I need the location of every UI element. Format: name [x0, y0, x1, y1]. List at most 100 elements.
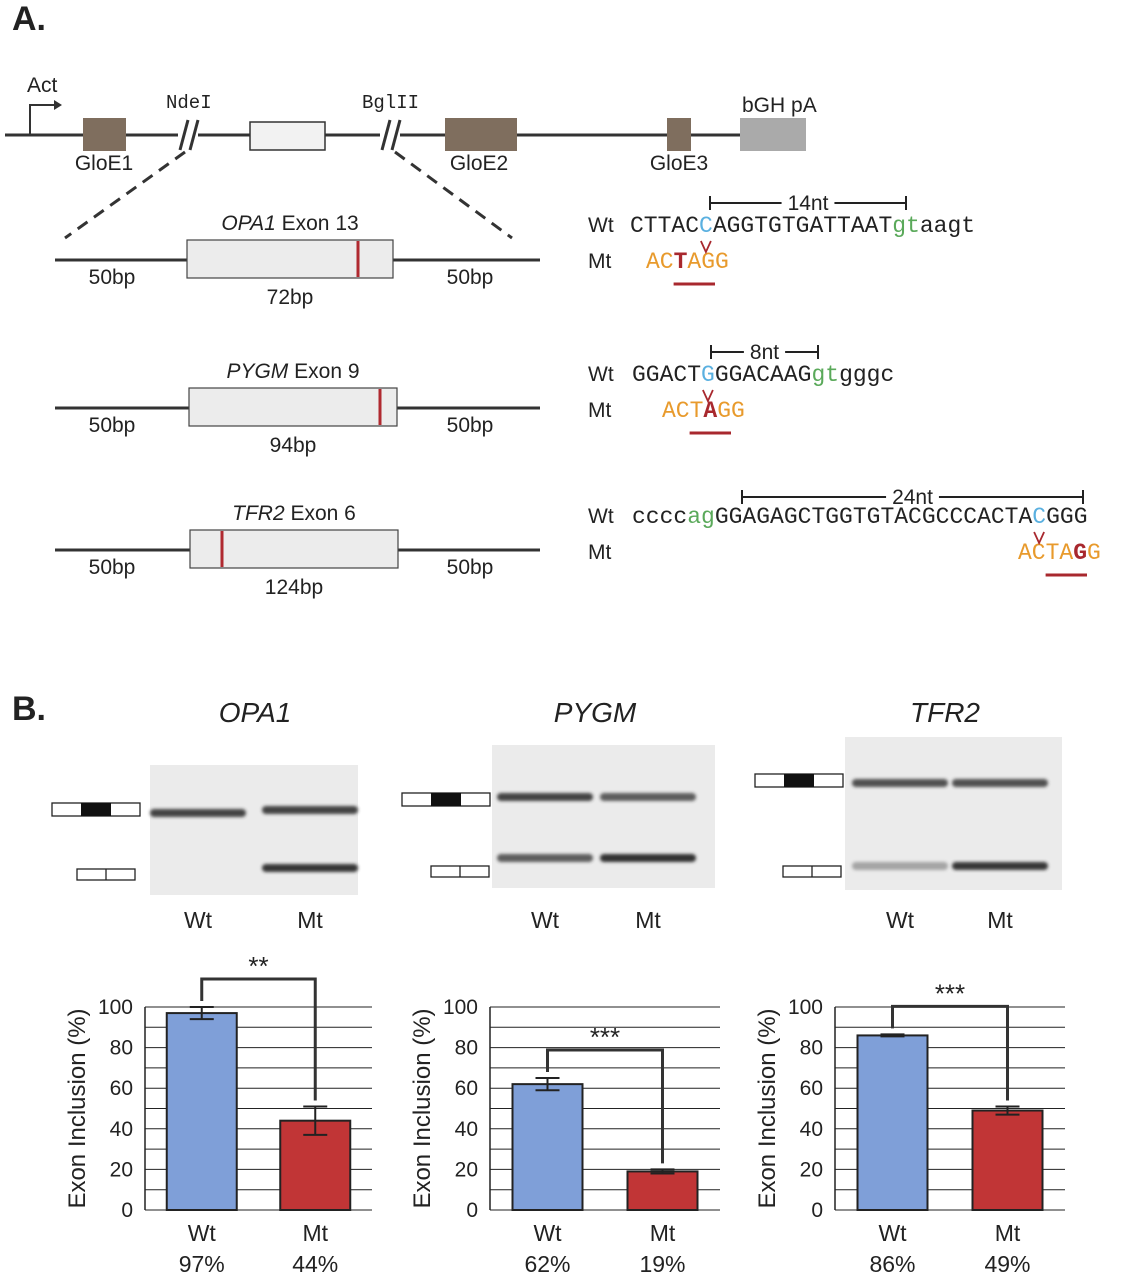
exon-title: TFR2 Exon 6 — [232, 502, 356, 525]
sequence-segment: ag — [687, 504, 715, 530]
isoform-exon — [431, 793, 461, 806]
x-tick-label: Wt — [188, 1220, 217, 1246]
sequence-segment: aagt — [920, 213, 975, 239]
distance-label: 24nt — [892, 486, 933, 509]
flank-length: 50bp — [89, 266, 136, 289]
gel-lane-label: Mt — [987, 907, 1013, 933]
gel-band — [497, 854, 593, 862]
exon-length: 94bp — [270, 434, 317, 457]
mt-label: Mt — [588, 399, 611, 422]
x-tick-label: Mt — [302, 1220, 328, 1246]
gene-name: PYGM — [226, 360, 288, 383]
sequence-segment: ACT — [662, 398, 703, 424]
sequence-segment: G — [1087, 540, 1101, 566]
sequence-segment: AGG — [687, 249, 728, 275]
significance-bracket — [891, 1004, 1009, 1101]
gel-lane-label: Mt — [635, 907, 661, 933]
value-label: 86% — [869, 1251, 915, 1277]
y-tick-label: 20 — [110, 1158, 133, 1181]
panel-label: A. — [12, 0, 46, 38]
sequence-segment: A — [703, 398, 717, 424]
gel-image — [150, 765, 358, 895]
mt-sequence: ACTAGG — [646, 249, 729, 275]
y-axis-label: Exon Inclusion (%) — [409, 1008, 436, 1208]
value-label: 44% — [292, 1251, 338, 1277]
y-tick-label: 60 — [455, 1077, 478, 1100]
wt-sequence: CTTACCAGGTGTGATTAATgtaagt — [630, 213, 975, 239]
gel-band — [952, 862, 1048, 870]
gel-band — [262, 864, 358, 872]
y-tick-label: 0 — [811, 1199, 823, 1222]
error-bar — [189, 1006, 214, 1021]
gel-lane-label: Wt — [184, 907, 213, 933]
gel-lane-label: Mt — [297, 907, 323, 933]
wt-sequence: ccccagGGAGAGCTGGTGTACGCCCACTACGGG — [632, 504, 1088, 530]
exon-box — [188, 387, 398, 427]
flank-length: 50bp — [447, 266, 494, 289]
sequence-segment: CTTAC — [630, 213, 699, 239]
gel-band — [600, 854, 696, 862]
distance-label: 14nt — [788, 192, 829, 215]
value-label: 97% — [179, 1251, 225, 1277]
significance-label: ** — [248, 951, 268, 981]
flank-length: 50bp — [447, 414, 494, 437]
x-tick-label: Wt — [533, 1220, 562, 1246]
gel-image — [492, 745, 715, 888]
exon-name: Exon 13 — [282, 212, 359, 235]
sequence-segment: ACTA — [1018, 540, 1073, 566]
y-tick-label: 0 — [466, 1199, 478, 1222]
mt-label: Mt — [588, 541, 611, 564]
site-label: BglII — [362, 92, 419, 114]
gene-title: TFR2 — [910, 697, 980, 728]
error-bar — [303, 1105, 328, 1136]
exon-label: GloE2 — [450, 152, 508, 175]
panel-label: B. — [12, 690, 46, 728]
exon-name: Exon 9 — [294, 360, 359, 383]
exon-label: GloE3 — [650, 152, 708, 175]
mt-label: Mt — [588, 250, 611, 273]
mt-sequence: ACTAGG — [662, 398, 745, 424]
exon-label: GloE1 — [75, 152, 133, 175]
x-tick-label: Wt — [878, 1220, 907, 1246]
gel-band — [852, 862, 948, 870]
y-tick-label: 60 — [800, 1077, 823, 1100]
gel-band — [150, 809, 246, 817]
wt-label: Wt — [588, 363, 614, 386]
significance-bracket — [546, 1048, 664, 1164]
y-tick-label: 100 — [98, 996, 133, 1019]
bar — [165, 1012, 238, 1212]
gel-lane-label: Wt — [886, 907, 915, 933]
exon-box — [189, 529, 399, 569]
y-axis-label: Exon Inclusion (%) — [64, 1008, 91, 1208]
exon-title: OPA1 Exon 13 — [221, 212, 358, 235]
sequence-segment: G — [701, 362, 715, 388]
value-label: 62% — [524, 1251, 570, 1277]
sequence-segment: GG — [717, 398, 745, 424]
bar — [511, 1083, 584, 1212]
sequence-segment: GGACAAG — [715, 362, 812, 388]
gene-name: TFR2 — [232, 502, 285, 525]
gene-title: OPA1 — [219, 697, 292, 728]
y-tick-label: 80 — [455, 1037, 478, 1060]
gene-name: OPA1 — [221, 212, 275, 235]
flank-length: 50bp — [447, 556, 494, 579]
promoter-label: Act — [27, 74, 58, 97]
sequence-segment: G — [1073, 540, 1087, 566]
y-tick-label: 20 — [455, 1158, 478, 1181]
wt-sequence: GGACTGGGACAAGgtgggc — [632, 362, 894, 388]
y-tick-label: 40 — [110, 1118, 133, 1141]
wt-label: Wt — [588, 505, 614, 528]
wt-label: Wt — [588, 214, 614, 237]
significance-label: *** — [935, 978, 965, 1008]
gel-lane-label: Wt — [531, 907, 560, 933]
error-bar — [995, 1105, 1020, 1116]
isoform-exon — [81, 803, 111, 816]
value-label: 19% — [639, 1251, 685, 1277]
sequence-segment: cccc — [632, 504, 687, 530]
sequence-segment: T — [674, 249, 688, 275]
mutation-caret — [700, 240, 712, 255]
exon-box — [186, 239, 394, 279]
exon-length: 72bp — [267, 286, 314, 309]
